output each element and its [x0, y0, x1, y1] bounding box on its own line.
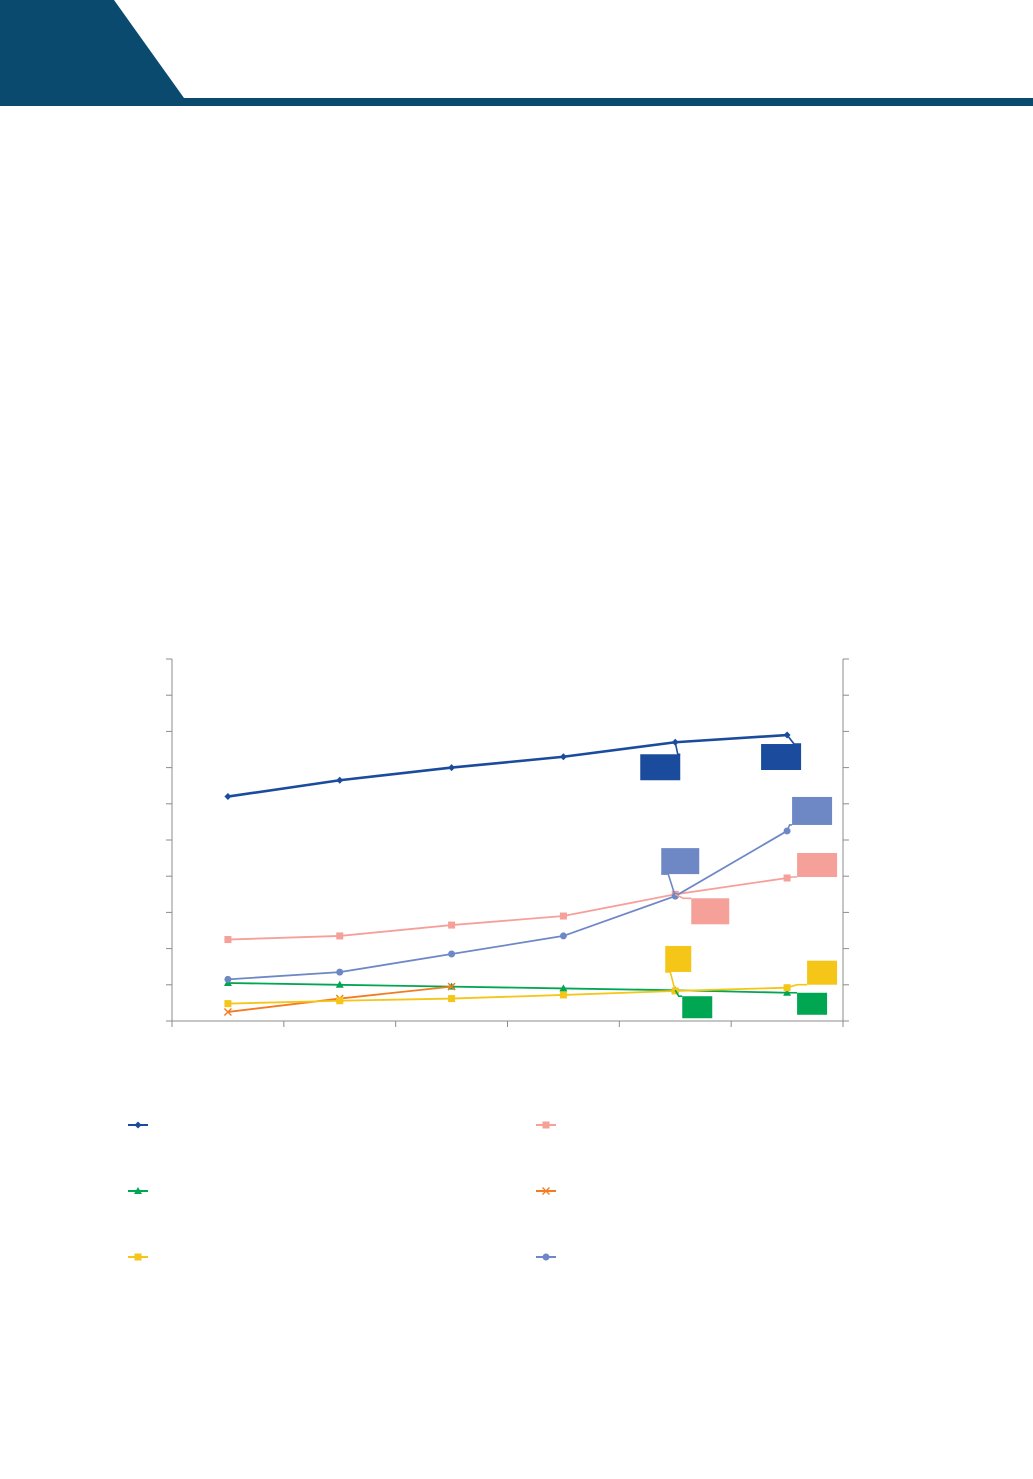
callout-box [661, 848, 700, 875]
callout-box [792, 796, 833, 825]
callout-box [665, 945, 692, 972]
header-band [0, 0, 1033, 106]
data-point [448, 995, 456, 1003]
value-callout [640, 742, 681, 781]
data-point [224, 793, 232, 801]
data-point [448, 921, 456, 929]
series-line [227, 733, 788, 798]
value-callout [665, 945, 692, 992]
callout-leader [665, 971, 677, 992]
callout-leader [786, 824, 793, 832]
legend-item [536, 1187, 556, 1195]
value-callout [674, 989, 713, 1019]
triangle-marker-icon [134, 1187, 142, 1194]
series-line [227, 982, 788, 994]
callout-box [797, 853, 838, 878]
data-point [448, 950, 456, 958]
data-point [224, 1000, 232, 1008]
legend-item [128, 1187, 148, 1194]
callout-leader [674, 989, 683, 998]
callout-leader [786, 876, 798, 879]
data-point [559, 991, 567, 999]
circle-marker-icon [542, 1253, 550, 1261]
data-point [448, 764, 456, 772]
data-point [559, 753, 567, 761]
data-point [559, 912, 567, 920]
value-callout [761, 734, 802, 771]
data-point [336, 776, 344, 784]
legend-item [536, 1253, 556, 1261]
data-point [224, 936, 232, 944]
data-point [336, 932, 344, 940]
callout-leader [674, 893, 692, 900]
cross-marker-icon [542, 1187, 550, 1195]
square-marker-icon [134, 1253, 142, 1261]
square-marker-icon [542, 1121, 550, 1129]
legend-item [128, 1253, 148, 1261]
callout-box [807, 960, 838, 985]
series-line [227, 877, 788, 941]
legend-item [128, 1121, 148, 1129]
value-callout [674, 893, 730, 925]
callout-box [640, 754, 681, 781]
callout-box [682, 996, 713, 1019]
callout-leader [786, 983, 808, 989]
diamond-marker-icon [134, 1121, 142, 1129]
value-callout [786, 796, 833, 832]
data-point [223, 1007, 232, 1016]
value-callout [786, 960, 838, 989]
callout-leader [674, 742, 681, 756]
data-point [335, 980, 344, 988]
series-3 [223, 978, 792, 996]
callout-box [797, 992, 828, 1015]
value-callout [786, 853, 838, 879]
data-point [559, 932, 567, 940]
callout-box [691, 898, 730, 925]
series-1 [224, 731, 791, 801]
series-line [227, 986, 788, 1005]
legend-item [536, 1121, 556, 1129]
callout-box [761, 744, 802, 771]
data-point [559, 984, 568, 992]
value-callout [661, 848, 700, 897]
series-line [227, 830, 788, 981]
value-callout [787, 991, 828, 1015]
data-point [224, 975, 232, 983]
data-point [447, 982, 456, 991]
data-point [336, 997, 344, 1005]
page-header-banner [0, 0, 1033, 106]
data-point [336, 968, 344, 976]
series-6 [224, 827, 791, 983]
